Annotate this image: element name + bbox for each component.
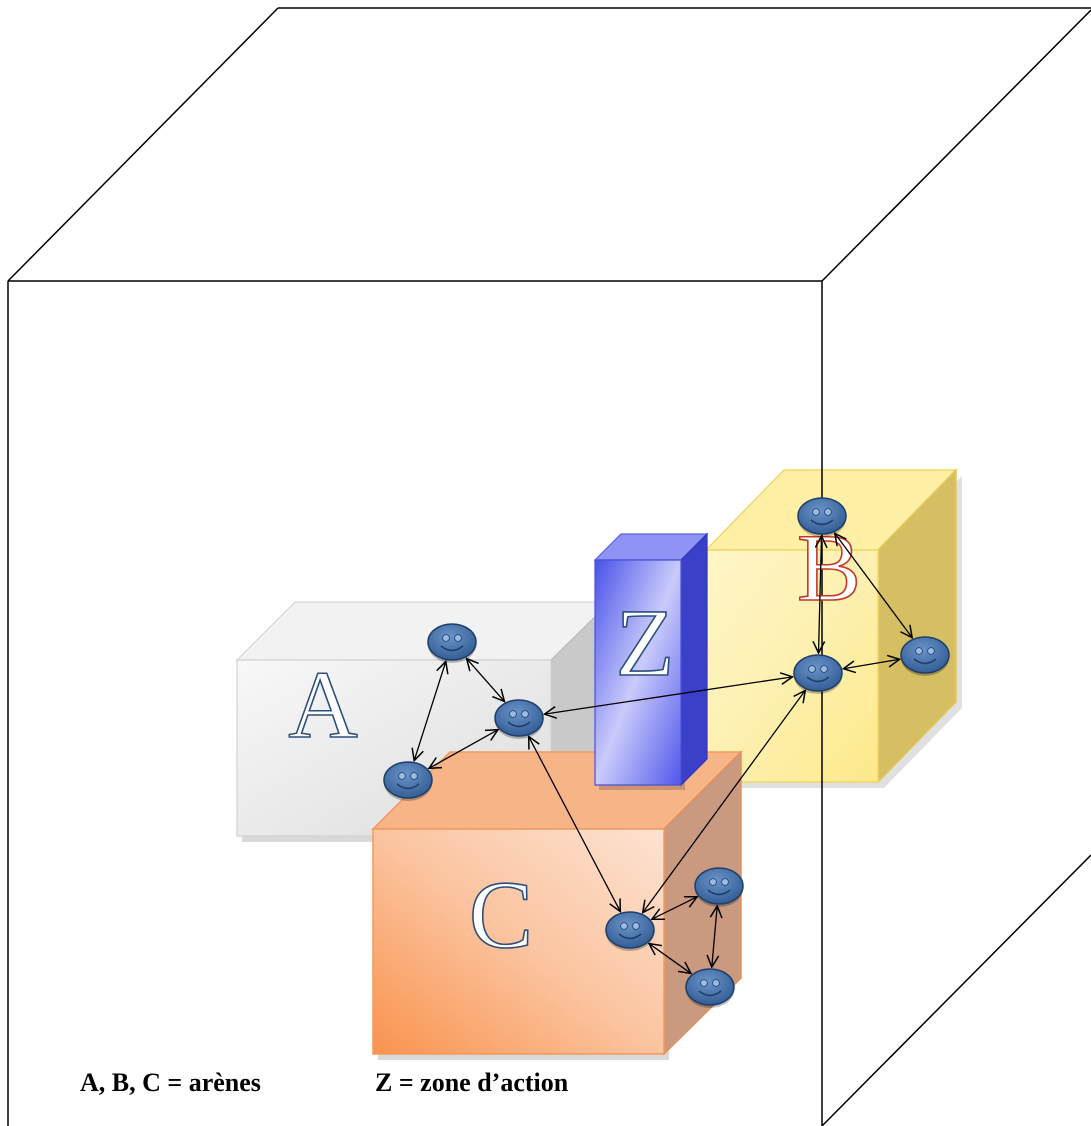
legend-arenes: A, B, C = arènes — [80, 1068, 261, 1098]
zone-z-label: Z — [616, 589, 675, 696]
arena-a-label: A — [288, 651, 357, 758]
smiley-actor-icon — [384, 762, 432, 801]
smiley-actor-icon — [428, 624, 476, 663]
smiley-actor-icon — [495, 700, 543, 739]
smiley-actor-icon — [606, 912, 654, 951]
smiley-actor-icon — [901, 637, 949, 676]
smiley-actor-icon — [695, 868, 743, 907]
arena-c-label: C — [469, 861, 533, 968]
smiley-actor-icon — [686, 969, 734, 1008]
smiley-actor-icon — [794, 655, 842, 694]
smiley-actor-icon — [798, 498, 846, 537]
arena-c-box — [373, 752, 741, 1060]
legend-zone: Z = zone d’action — [375, 1068, 568, 1098]
